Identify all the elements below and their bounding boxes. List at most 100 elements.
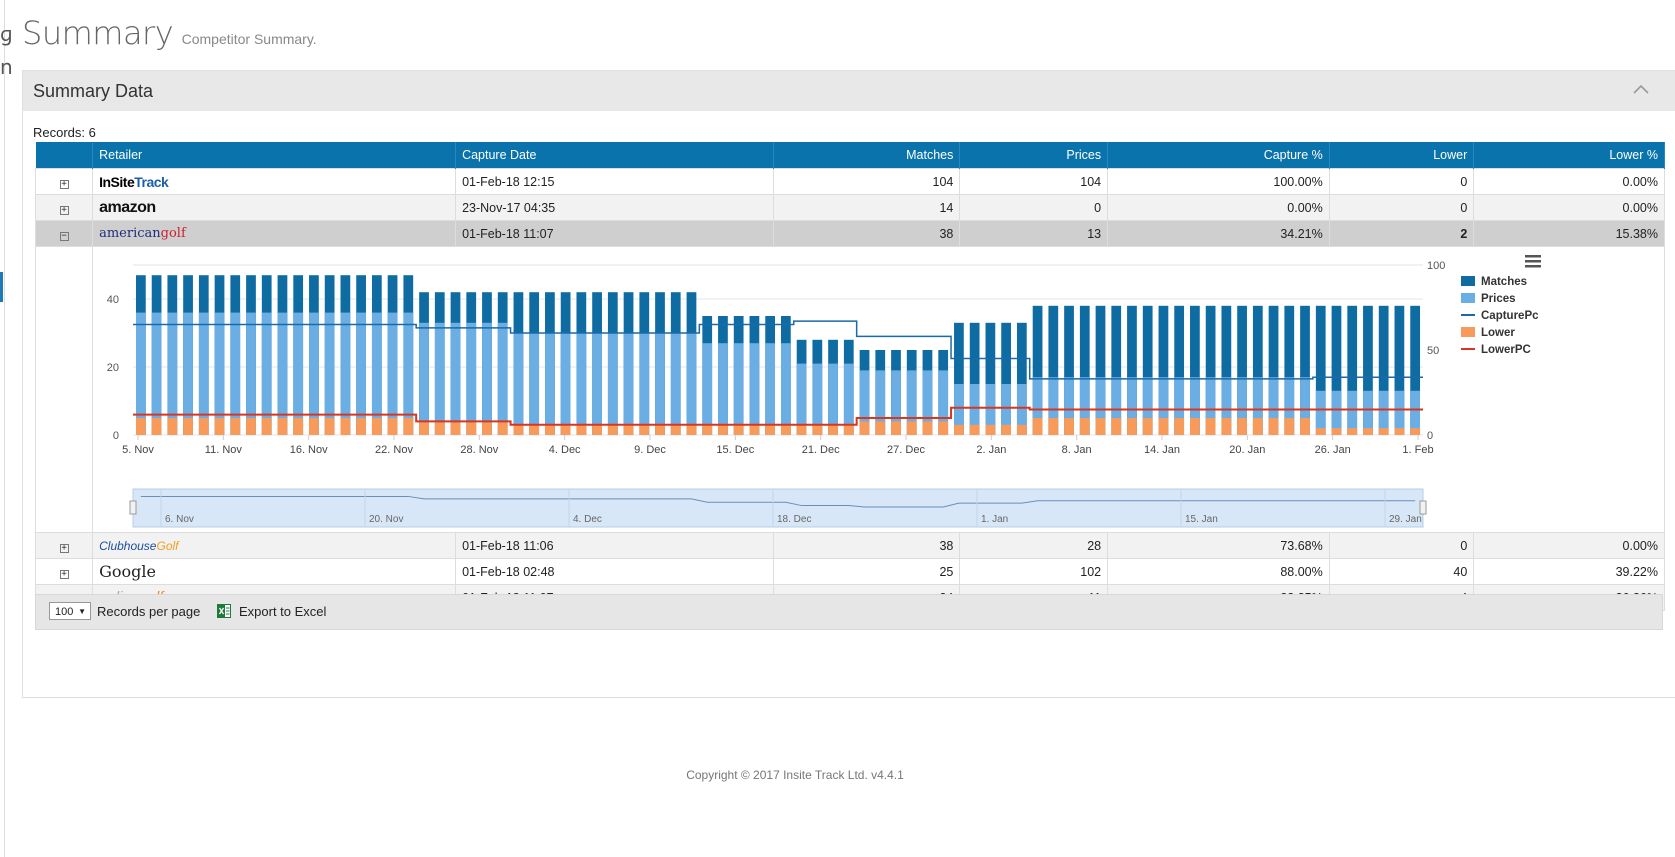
table-row[interactable]: + amazon 23-Nov-17 04:35 14 0 0.00% 0 0.… <box>34 194 1665 221</box>
prices-bar <box>529 333 540 435</box>
legend-label: CapturePc <box>1481 310 1539 322</box>
navigator-handle-left <box>129 500 137 515</box>
col-matches[interactable]: Matches <box>773 142 961 169</box>
expand-plus-icon[interactable]: + <box>59 542 69 553</box>
chart-gutter <box>34 246 94 533</box>
lower-bar <box>796 424 807 435</box>
footer-divider <box>22 697 1675 698</box>
lower-cell: 2 <box>1328 220 1475 247</box>
capture-date-cell: 01-Feb-18 12:15 <box>455 168 775 195</box>
lower-bar <box>906 421 917 435</box>
prices-bar <box>419 322 430 435</box>
prices-bar <box>1300 377 1310 435</box>
col-lower[interactable]: Lower <box>1329 142 1475 169</box>
prices-bar <box>183 312 194 435</box>
prices-cell: 28 <box>959 532 1109 559</box>
prices-bar <box>702 343 713 435</box>
matches-bar <box>1001 322 1012 435</box>
lower-bar <box>1017 424 1027 435</box>
matches-bar <box>1347 305 1358 435</box>
expand-cell: + <box>34 194 94 221</box>
prices-bar <box>608 333 618 435</box>
prices-bar <box>1127 377 1137 435</box>
prices-bar <box>859 370 870 435</box>
navigator-series <box>140 495 1416 508</box>
prices-bar <box>450 322 461 435</box>
col-prices[interactable]: Prices <box>959 142 1109 169</box>
table-row-selected[interactable]: − americangolf 01-Feb-18 11:07 38 13 34.… <box>34 220 1665 247</box>
matches-bar <box>1410 305 1421 435</box>
prices-bar <box>985 384 996 435</box>
chart-menu-icon <box>1525 265 1542 268</box>
lower-bar <box>372 418 382 435</box>
lower-bar <box>859 421 870 435</box>
prices-bar <box>387 312 398 435</box>
matches-cell: 38 <box>773 532 961 559</box>
expand-plus-icon[interactable]: + <box>59 178 69 189</box>
matches-bar <box>1378 305 1389 435</box>
lower-bar <box>324 418 335 435</box>
lower-bar <box>686 424 697 435</box>
lower-bar <box>969 424 980 435</box>
lower-bar <box>482 421 492 435</box>
lower-bar <box>560 424 571 435</box>
capture-pc-cell: 73.68% <box>1107 532 1330 559</box>
chart-menu-icon <box>1525 255 1542 258</box>
lower-bar <box>1190 418 1200 435</box>
table-row[interactable]: + ClubhouseGolf 01-Feb-18 11:06 38 28 73… <box>34 532 1665 559</box>
lower-bar <box>1032 418 1043 435</box>
lower-bar <box>199 418 209 435</box>
lower-bar <box>1001 424 1012 435</box>
lower-bar <box>1253 418 1263 435</box>
lower-bar <box>702 424 713 435</box>
lower-bar <box>136 418 146 435</box>
col-capture-date[interactable]: Capture Date <box>455 142 775 169</box>
col-capture-pc[interactable]: Capture % <box>1107 142 1330 169</box>
history-chart: 0 20 40 0 50 100 5. Nov 11. Nov 16. Nov 22. Nov 28… <box>107 255 1542 528</box>
summary-table: Retailer Capture Date Matches Prices Cap… <box>34 142 1665 611</box>
navigator-tick-label: 1. Jan <box>981 514 1008 525</box>
insitetrack-logo: InSiteTrack <box>99 173 169 190</box>
lowerpc-line <box>133 406 1424 426</box>
capture-date-cell: 01-Feb-18 02:48 <box>455 558 775 585</box>
x-tick-label: 16. Nov <box>290 444 328 456</box>
matches-bar <box>954 322 964 435</box>
col-lower-pc[interactable]: Lower % <box>1473 142 1665 169</box>
navigator-tick-label: 6. Nov <box>165 514 194 525</box>
table-row[interactable]: + InSiteTrack 01-Feb-18 12:15 104 104 10… <box>34 168 1665 195</box>
collapse-minus-icon[interactable]: − <box>59 230 69 241</box>
prices-bar <box>891 370 901 435</box>
page-title: Summary <box>22 14 174 52</box>
matches-bar <box>1394 305 1405 435</box>
lower-pc-cell: 0.00% <box>1473 532 1665 559</box>
page-subtitle: Competitor Summary. <box>181 31 317 47</box>
lower-bar <box>576 424 587 435</box>
export-excel-link[interactable]: Export to Excel <box>239 604 327 619</box>
chevron-up-icon[interactable] <box>1632 81 1650 99</box>
lower-bar <box>781 424 791 435</box>
sidebar-glyph: ɡ <box>0 22 13 46</box>
expand-plus-icon[interactable]: + <box>59 204 69 215</box>
lower-bar <box>718 424 728 435</box>
lower-bar <box>167 418 178 435</box>
lower-bar <box>545 424 555 435</box>
matches-bar <box>1190 305 1200 435</box>
prices-bar <box>576 333 587 435</box>
excel-icon[interactable] <box>217 604 231 618</box>
matches-bar <box>1174 305 1185 435</box>
matches-bar <box>1127 305 1137 435</box>
table-row[interactable]: + Google 01-Feb-18 02:48 25 102 88.00% 4… <box>34 558 1665 585</box>
expand-plus-icon[interactable]: + <box>59 568 69 579</box>
per-page-value: 100 <box>55 606 74 618</box>
prices-bar <box>372 312 382 435</box>
page-header: Summary Competitor Summary. <box>22 14 317 52</box>
col-retailer[interactable]: Retailer <box>92 142 457 169</box>
prices-bar <box>403 312 414 435</box>
lower-pc-cell: 0.00% <box>1473 168 1665 195</box>
records-per-page-select[interactable]: 100 ▼ <box>49 602 91 620</box>
prices-bar <box>1284 377 1295 435</box>
prices-bar <box>670 333 681 435</box>
lower-bar <box>356 418 367 435</box>
sidebar-active-indicator <box>0 272 3 302</box>
prices-bar <box>1410 390 1421 435</box>
